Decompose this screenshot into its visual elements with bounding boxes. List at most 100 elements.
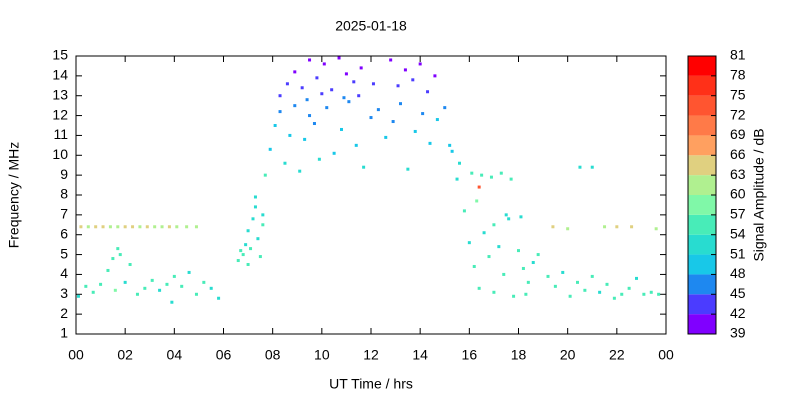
x-tick-label: 18	[511, 347, 527, 363]
data-point	[337, 56, 341, 60]
data-point	[239, 249, 243, 253]
data-point	[357, 94, 361, 98]
colorbar-segment	[688, 214, 716, 235]
data-point	[391, 120, 395, 124]
data-point	[406, 167, 410, 171]
y-tick-label: 5	[60, 245, 68, 261]
data-point	[170, 300, 174, 304]
data-point	[158, 288, 162, 292]
colorbar-tick-label: 39	[730, 325, 746, 341]
y-tick-label: 14	[52, 67, 68, 83]
data-point	[167, 225, 171, 229]
colorbar-tick-label: 45	[730, 285, 746, 301]
colorbar-segment	[688, 195, 716, 215]
x-tick-label: 08	[265, 347, 281, 363]
data-point	[578, 165, 582, 169]
data-point	[268, 147, 272, 151]
data-point	[128, 263, 132, 266]
data-point	[106, 268, 110, 272]
data-point	[635, 276, 638, 280]
data-point	[172, 274, 176, 278]
x-tick-label: 16	[462, 347, 478, 363]
colorbar-segment	[688, 95, 716, 116]
data-point	[359, 66, 363, 70]
data-point	[340, 127, 343, 131]
data-point	[620, 292, 624, 296]
data-point	[489, 175, 493, 179]
x-tick-label: 00	[658, 347, 674, 363]
x-tick-label: 04	[167, 347, 183, 363]
data-point	[283, 161, 287, 165]
data-point	[435, 118, 439, 122]
data-point	[477, 286, 481, 290]
data-point	[403, 68, 407, 72]
data-point	[389, 58, 393, 62]
data-point	[246, 263, 250, 266]
data-point	[185, 225, 189, 229]
colorbar-segment	[688, 294, 716, 315]
data-point	[472, 264, 476, 268]
data-point	[396, 84, 400, 88]
data-point	[116, 225, 120, 229]
data-point	[502, 272, 506, 276]
data-point	[325, 106, 329, 110]
x-tick-label: 02	[117, 347, 133, 363]
data-point	[649, 290, 653, 294]
colorbar-tick-label: 66	[730, 146, 746, 162]
colorbar-tick-label: 75	[730, 86, 746, 102]
y-tick-label: 12	[52, 106, 68, 122]
data-point	[362, 165, 366, 169]
colorbar-tick-label: 63	[730, 166, 746, 182]
y-tick-label: 3	[60, 285, 68, 301]
data-point	[118, 253, 122, 257]
data-point	[615, 225, 619, 229]
data-point	[249, 247, 253, 251]
data-point	[217, 296, 221, 300]
colorbar-segment	[688, 175, 716, 195]
data-point	[332, 151, 336, 155]
data-point	[305, 98, 309, 102]
data-point	[605, 282, 609, 286]
data-point	[480, 173, 484, 177]
data-point	[123, 280, 127, 284]
data-point	[246, 229, 250, 233]
y-tick-label: 4	[60, 265, 68, 281]
data-point	[202, 280, 206, 284]
data-point	[428, 141, 432, 145]
data-point	[131, 225, 135, 229]
colorbar-segment	[688, 75, 716, 96]
y-tick-label: 13	[52, 86, 68, 102]
colorbar-tick-label: 81	[730, 47, 746, 63]
data-point	[111, 257, 115, 261]
data-point	[458, 161, 461, 165]
data-point	[497, 245, 501, 249]
data-point	[187, 270, 191, 274]
data-point	[433, 74, 437, 78]
data-point	[101, 225, 105, 229]
data-point	[298, 169, 302, 173]
y-tick-label: 2	[60, 305, 68, 321]
colorbar-tick-label: 51	[730, 245, 746, 261]
data-point	[308, 58, 312, 62]
data-point	[285, 82, 289, 86]
data-point	[165, 282, 169, 286]
data-point	[421, 112, 425, 116]
data-point	[630, 225, 634, 229]
colorbar-segment	[688, 56, 716, 76]
data-point	[244, 243, 248, 247]
data-point	[576, 280, 579, 284]
data-point	[399, 102, 402, 106]
data-point	[94, 225, 98, 229]
data-point	[258, 255, 262, 259]
data-point	[138, 225, 142, 229]
colorbar-tick-label: 54	[730, 225, 746, 241]
data-point	[524, 292, 528, 296]
data-point	[369, 116, 373, 120]
data-point	[273, 124, 277, 127]
y-tick-label: 9	[60, 166, 68, 182]
data-point	[590, 274, 594, 278]
data-point	[278, 110, 282, 114]
data-point	[450, 149, 454, 153]
data-point	[499, 171, 503, 175]
y-tick-label: 10	[52, 146, 68, 162]
